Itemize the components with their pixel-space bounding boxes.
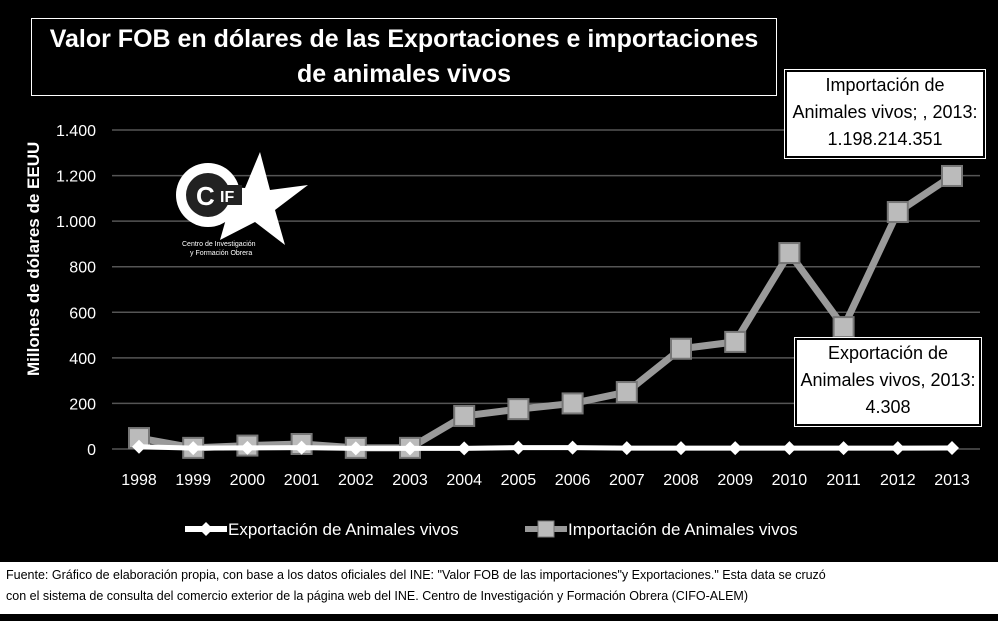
x-tick-label: 2011 [826,472,861,489]
export-point [403,441,417,456]
legend-import-marker [537,520,555,538]
import-point [453,404,476,427]
export-point [186,441,201,456]
annotation-line: Exportación de [827,343,949,363]
annotation-export-2013: Exportación de Animales vivos, 2013: 4.3… [794,337,982,427]
export-point [565,440,580,455]
import-point [886,201,909,224]
import-point [561,392,584,415]
x-tick-label: 1998 [121,472,157,489]
annotation-line: Animales vivos, 2013: [800,370,976,390]
legend-export-marker [199,522,213,536]
export-point [457,441,472,456]
export-point [619,441,634,456]
annotation-line: 4.308 [865,397,911,417]
y-tick-label: 600 [69,305,96,322]
export-point [674,441,688,456]
export-point [132,439,146,454]
x-tick-label: 2010 [772,472,808,489]
star-icon [200,152,308,245]
export-point [240,440,255,455]
import-point [778,242,801,265]
import-point [507,398,530,421]
export-point [836,441,851,456]
footer-line-1: Fuente: Gráfico de elaboración propia, c… [6,568,826,582]
svg-text:y Formación Obrera: y Formación Obrera [190,250,252,257]
y-tick-label: 1.400 [56,123,96,140]
x-tick-label: 2012 [880,472,916,489]
export-point [890,441,905,456]
import-point [615,381,638,404]
export-point [294,440,309,455]
x-tick-label: 2003 [392,472,428,489]
import-point [724,330,747,353]
x-tick-label: 2004 [446,472,482,489]
export-point [348,441,363,456]
y-tick-label: 1.000 [56,214,96,231]
series-line-export [138,444,953,451]
legend-export-label: Exportación de Animales vivos [228,520,459,539]
x-tick-label: 1999 [175,472,211,489]
export-point [728,441,743,456]
x-tick-label: 2007 [609,472,645,489]
annotation-line: 1.198.214.351 [827,129,943,149]
annotation-line: Animales vivos; , 2013: [792,102,978,122]
x-tick-label: 2013 [934,472,970,489]
chart-title: Valor FOB en dólares de las Exportacione… [31,18,777,96]
import-point [832,316,855,339]
y-tick-label: 200 [69,396,96,413]
export-point [782,441,797,456]
import-point [941,164,963,187]
footer-line-2: con el sistema de consulta del comercio … [6,589,748,603]
y-tick-label: 400 [69,351,96,368]
export-point [945,441,959,456]
x-tick-label: 2002 [338,472,374,489]
export-point [511,440,526,455]
chart-svg: 0 200 400 600 800 1.000 1.200 1.400 1998 1999 2000… [56,123,980,539]
x-tick-label: 2005 [501,472,537,489]
y-tick-label: 800 [69,260,96,277]
annotation-line: Importación de [825,75,945,95]
svg-text:IF: IF [220,189,234,206]
import-point [670,337,692,360]
x-tick-label: 2008 [663,472,699,489]
annotation-import-2013: Importación de Animales vivos; , 2013: 1… [784,69,986,159]
legend-import-label: Importación de Animales vivos [568,520,798,539]
x-tick-label: 2001 [284,472,320,489]
y-tick-label: 1.200 [56,169,96,186]
x-tick-label: 2000 [230,472,266,489]
x-tick-label: 2009 [717,472,753,489]
source-footer: Fuente: Gráfico de elaboración propia, c… [0,562,998,614]
y-tick-label: 0 [87,442,96,459]
series-line-import [138,173,954,452]
y-axis-label: Millones de dólares de EEUU [24,141,43,376]
svg-text:C: C [196,181,215,211]
cif-logo: C IF Centro de Investigación y Formación… [160,150,310,265]
x-tick-label: 2006 [555,472,591,489]
svg-text:Centro de Investigación: Centro de Investigación [182,241,256,248]
